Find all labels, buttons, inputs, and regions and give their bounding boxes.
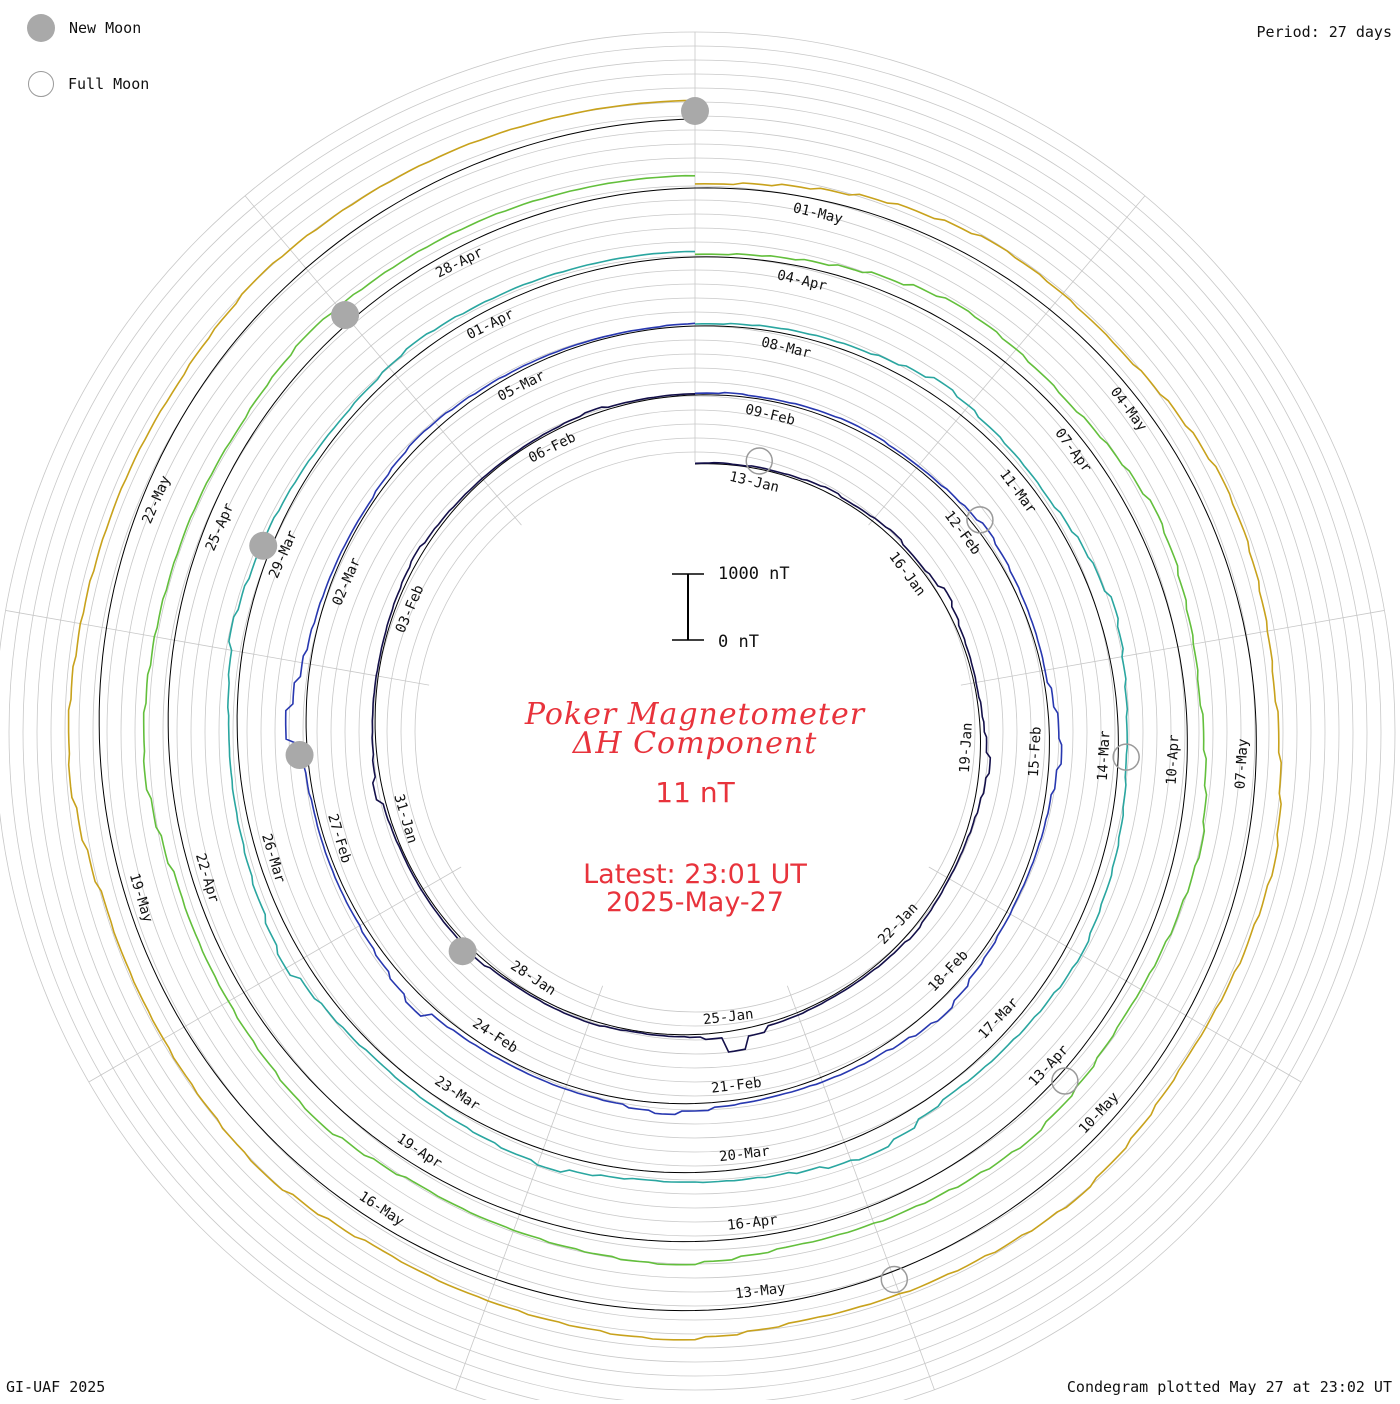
period-label: Period: 27 days: [1256, 23, 1392, 41]
date-label: 16-Apr: [726, 1212, 778, 1234]
full-moon-marker: [1112, 743, 1140, 771]
date-label: 06-Feb: [526, 429, 578, 466]
grid-spoke: [786, 985, 935, 1390]
grid-spoke: [88, 866, 462, 1083]
current-value: 11 nT: [655, 776, 735, 809]
date-label: 22-May: [139, 473, 174, 526]
date-label: 10-Apr: [1164, 734, 1183, 785]
date-label: 15-Feb: [1026, 726, 1045, 777]
date-label: 27-Feb: [324, 812, 354, 865]
data-trace-5: [67, 99, 1283, 1341]
date-label: 13-May: [734, 1281, 786, 1303]
data-trace-1: [371, 393, 992, 1053]
grid-spoke: [868, 195, 1146, 526]
date-label: 23-Mar: [432, 1073, 483, 1114]
new-moon-marker: [448, 937, 477, 966]
date-label: 25-Jan: [702, 1006, 754, 1028]
grid-spoke: [244, 195, 522, 526]
date-label: 09-Feb: [744, 402, 797, 429]
baseline-spiral: [98, 118, 1257, 1312]
date-label: 07-May: [1233, 738, 1252, 789]
new-moon-marker: [249, 531, 278, 560]
date-label: 05-Mar: [495, 368, 547, 405]
full-moon-label: Full Moon: [68, 75, 150, 93]
new-moon-marker: [331, 301, 360, 330]
date-label: 19-Jan: [957, 722, 976, 773]
full-moon-marker: [745, 447, 773, 475]
date-label: 08-Mar: [760, 334, 813, 361]
legend-new-moon: New Moon: [27, 14, 141, 42]
date-label: 22-Apr: [192, 852, 222, 905]
date-label: 07-Apr: [1051, 426, 1094, 476]
center-title: Poker Magnetometer ΔH Component: [400, 697, 990, 761]
date-label: 25-Apr: [203, 501, 238, 554]
latest-time: Latest: 23:01 UT: [583, 859, 807, 890]
data-trace-3: [226, 250, 1129, 1184]
grid-spoke: [928, 866, 1302, 1083]
date-label: 16-May: [356, 1188, 407, 1229]
date-label: 24-Feb: [469, 1015, 520, 1056]
legend-full-moon: Full Moon: [28, 71, 149, 97]
grid-spoke: [5, 610, 430, 686]
credit-label: GI-UAF 2025: [6, 1378, 106, 1396]
full-moon-marker: [880, 1265, 909, 1294]
date-label: 19-May: [126, 871, 156, 924]
grid-spoke: [455, 985, 604, 1390]
date-label: 20-Mar: [718, 1143, 770, 1165]
full-moon-marker: [966, 506, 994, 534]
new-moon-marker: [285, 741, 314, 770]
new-moon-marker: [681, 97, 709, 125]
full-moon-marker: [1051, 1067, 1079, 1095]
date-label: 14-Mar: [1095, 730, 1114, 781]
latest-date: 2025-May-27: [606, 887, 784, 918]
scale-bar-top-label: 1000 nT: [718, 564, 790, 584]
scale-bar-bottom-label: 0 nT: [718, 632, 759, 652]
date-label: 18-Feb: [925, 947, 971, 995]
date-label: 16-Jan: [885, 549, 928, 599]
date-label: 28-Apr: [433, 244, 485, 281]
plotted-label: Condegram plotted May 27 at 23:02 UT: [1066, 1378, 1392, 1396]
data-trace-4: [142, 174, 1208, 1266]
date-label: 28-Jan: [507, 958, 558, 999]
date-label: 26-Mar: [258, 832, 288, 885]
full-moon-icon: [28, 71, 54, 97]
date-label: 03-Feb: [393, 583, 428, 636]
new-moon-label: New Moon: [69, 19, 142, 37]
chart-title-line1: Poker Magnetometer: [524, 697, 866, 732]
data-trace-2: [284, 322, 1063, 1116]
new-moon-icon: [27, 14, 55, 42]
date-label: 21-Feb: [710, 1075, 762, 1097]
grid-spoke: [960, 610, 1385, 686]
chart-title-line2: ΔH Component: [572, 726, 818, 761]
date-label: 02-Mar: [329, 555, 364, 608]
date-label: 13-Apr: [1026, 1042, 1072, 1090]
